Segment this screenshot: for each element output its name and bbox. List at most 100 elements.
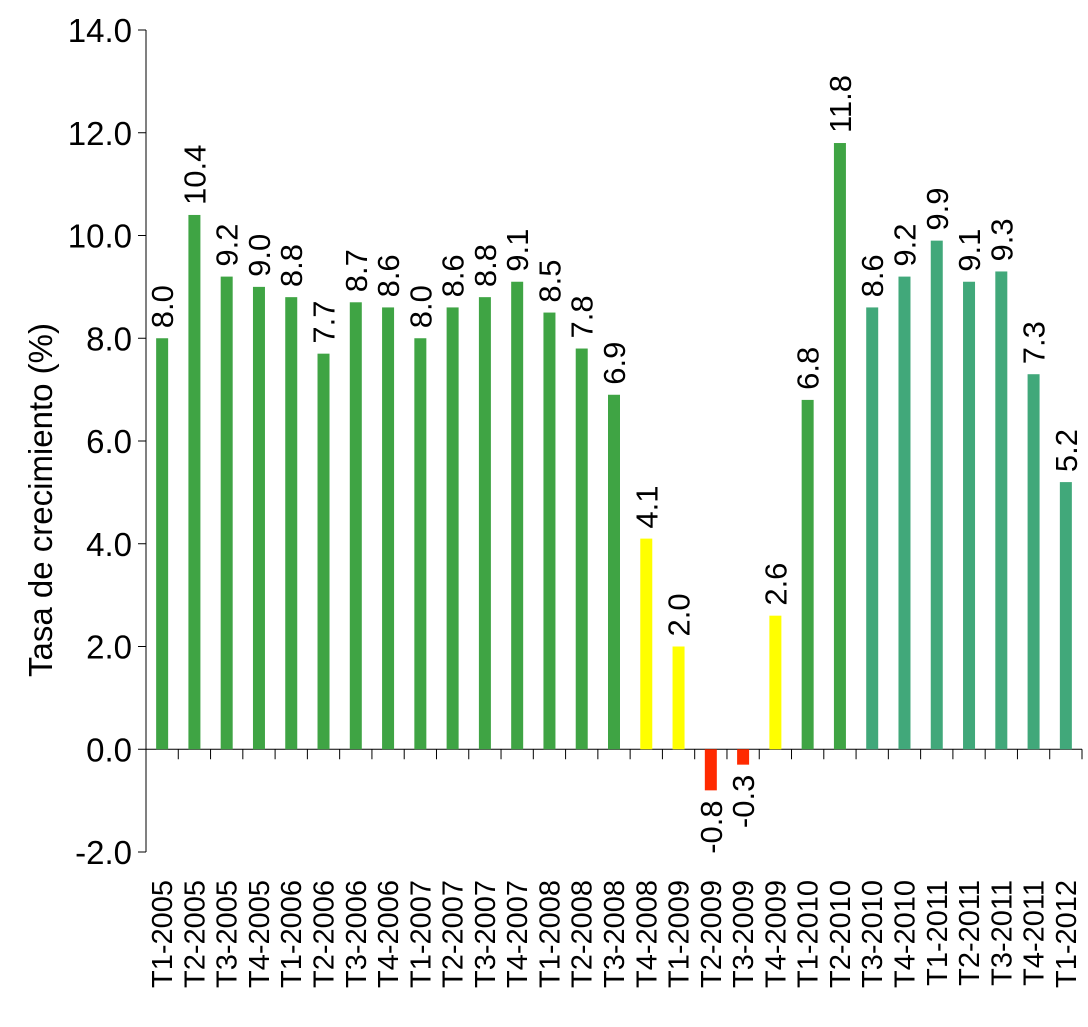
bar (866, 307, 879, 750)
data-label: 8.7 (339, 249, 374, 292)
bars (156, 143, 1072, 791)
category-label: T3-2005 (212, 880, 244, 988)
bar (963, 281, 976, 750)
category-label: T1-2011 (922, 880, 954, 986)
bar (769, 615, 782, 750)
data-label: 2.6 (758, 563, 793, 606)
bar (349, 302, 362, 750)
bar (1027, 374, 1040, 750)
data-label: 9.2 (210, 223, 245, 266)
bar (704, 749, 717, 791)
category-label: T3-2007 (470, 880, 502, 988)
category-label: T2-2009 (696, 880, 728, 988)
bar (478, 297, 491, 750)
category-label: T4-2007 (502, 880, 534, 988)
bar (995, 271, 1008, 750)
bar (382, 307, 395, 750)
category-label: T2-2007 (438, 880, 470, 988)
data-label: 4.1 (629, 486, 664, 529)
bar (898, 276, 911, 750)
bar (1059, 482, 1072, 750)
y-tick-label: 6.0 (86, 423, 132, 460)
data-label: 8.6 (436, 254, 471, 297)
data-label: 7.8 (565, 295, 600, 338)
category-label: T1-2006 (276, 880, 308, 988)
bar (220, 276, 233, 750)
y-tick-label: 4.0 (86, 526, 132, 563)
data-label: 6.8 (791, 347, 826, 390)
category-label: T2-2005 (179, 880, 211, 988)
category-label: T4-2010 (889, 880, 921, 988)
data-label: 8.5 (532, 259, 567, 302)
category-label: T4-2005 (244, 880, 276, 988)
bar (543, 312, 556, 750)
category-label: T3-2008 (599, 880, 631, 988)
category-label: T3-2006 (341, 880, 373, 988)
bar (156, 338, 169, 750)
category-label: T4-2008 (631, 880, 663, 988)
bar (511, 281, 524, 750)
category-label: T1-2009 (664, 880, 696, 988)
data-label: 9.0 (242, 234, 277, 277)
category-label: T1-2005 (147, 880, 179, 988)
data-label: 9.2 (887, 223, 922, 266)
data-label: -0.3 (726, 775, 761, 828)
y-tick-label: 8.0 (86, 320, 132, 357)
data-label: 2.0 (662, 593, 697, 636)
data-label: 10.4 (177, 145, 212, 205)
data-label: 9.1 (500, 229, 535, 272)
bar (608, 394, 620, 750)
data-label: 5.2 (1049, 429, 1084, 472)
bar (188, 214, 201, 750)
bar (575, 348, 588, 750)
data-label: 7.7 (307, 301, 342, 344)
data-label: 9.1 (952, 229, 987, 272)
data-label: 8.0 (403, 285, 438, 328)
category-label: T1-2012 (1051, 880, 1083, 988)
category-label: T2-2011 (954, 880, 986, 986)
bar (833, 143, 846, 750)
y-tick-label: 10.0 (68, 218, 132, 255)
bar (737, 749, 750, 765)
category-label: T2-2006 (309, 880, 341, 988)
y-axis-title: Tasa de crecimiento (%) (22, 323, 59, 677)
category-label: T4-2006 (373, 880, 405, 988)
bar (252, 286, 265, 750)
category-label: T4-2011 (1019, 880, 1051, 986)
data-label: 9.9 (920, 188, 955, 231)
bar (930, 240, 943, 750)
category-label: T3-2009 (728, 880, 760, 988)
data-label: 8.8 (468, 244, 503, 287)
bar (801, 399, 814, 750)
data-label: 8.8 (274, 244, 309, 287)
y-tick-label: 14.0 (68, 12, 132, 49)
y-tick-label: 0.0 (86, 731, 132, 768)
category-label: T3-2011 (986, 880, 1018, 986)
data-label: 6.9 (597, 342, 632, 385)
data-label: 7.3 (1017, 321, 1052, 364)
category-label: T4-2009 (760, 880, 792, 988)
category-label: T1-2010 (793, 880, 825, 988)
y-tick-label: -2.0 (75, 834, 132, 871)
data-label: 9.3 (984, 218, 1019, 261)
category-label: T2-2008 (567, 880, 599, 988)
category-labels: T1-2005 T2-2005 T3-2005 T4-2005 T1-2006 T2-20… (147, 880, 1083, 988)
category-label: T1-2008 (534, 880, 566, 988)
bar (414, 338, 427, 750)
data-label: 8.6 (371, 254, 406, 297)
category-label: T1-2007 (405, 880, 437, 988)
category-label: T2-2010 (825, 880, 857, 988)
y-axis-ticks: -2.0 0.0 2.0 4.0 6.0 8.0 10.0 12.0 14.0 (68, 12, 146, 871)
data-labels: 8.010.49.29.08.87.78.78.68.08.68.89.18.5… (145, 75, 1084, 854)
data-label: 8.0 (145, 285, 180, 328)
bar (672, 646, 685, 750)
bar (317, 353, 330, 750)
y-tick-label: 12.0 (68, 115, 132, 152)
bar (285, 297, 298, 750)
bar (640, 538, 653, 750)
category-label: T3-2010 (857, 880, 889, 988)
data-label: 8.6 (855, 254, 890, 297)
y-tick-label: 2.0 (86, 629, 132, 666)
bar (446, 307, 459, 750)
